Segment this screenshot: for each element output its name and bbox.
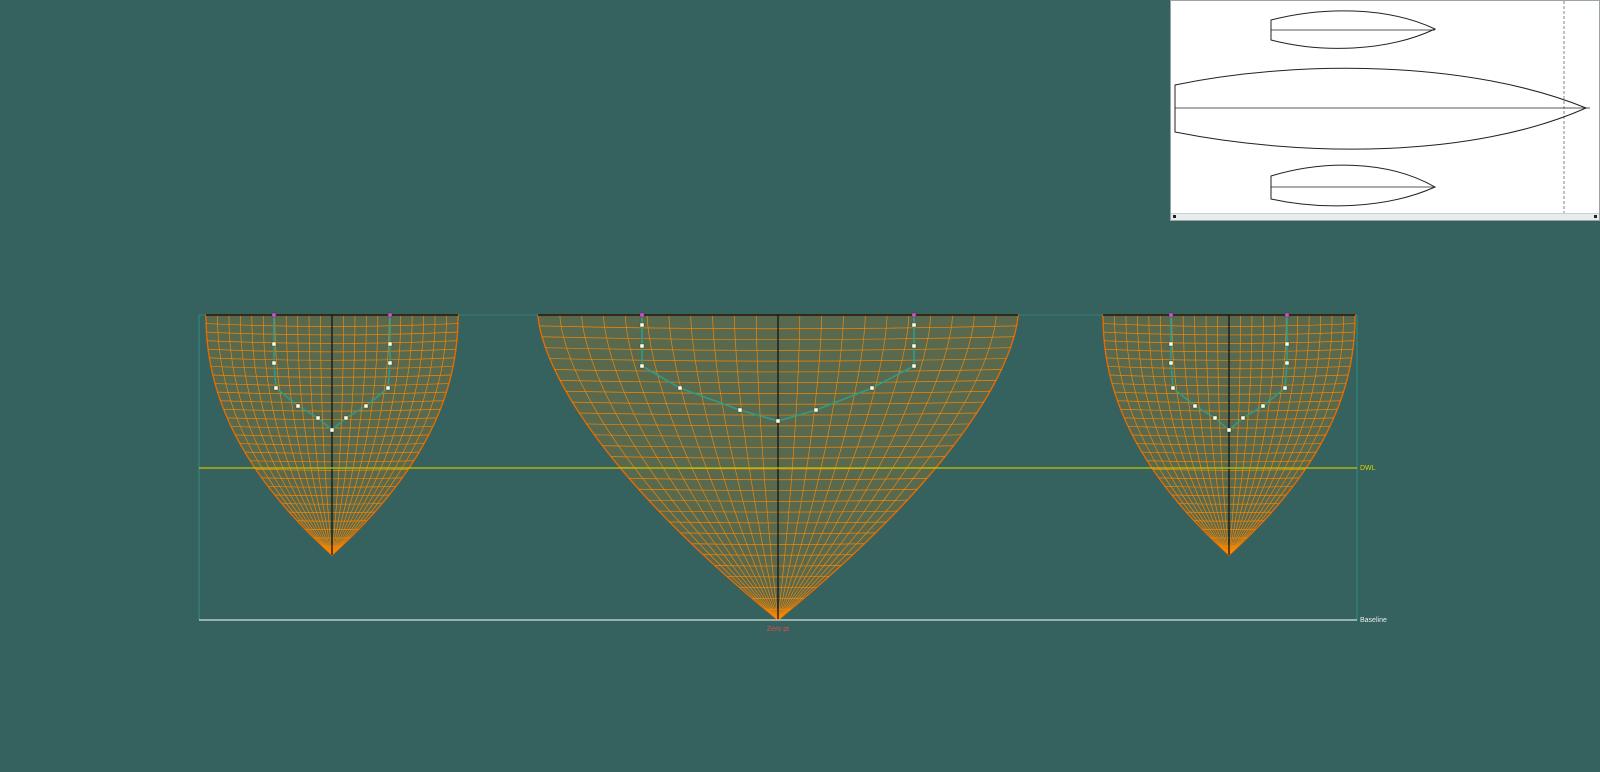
hull-section-center	[537, 312, 1019, 621]
hull-section-right-control-point	[1284, 360, 1290, 366]
hull-section-left-control-point	[387, 312, 393, 318]
hull-section-right-control-point	[1284, 312, 1290, 318]
hull-section-right-buttock	[1125, 314, 1230, 556]
hull-section-left-buttock	[308, 315, 333, 556]
hull-section-right-control-point	[1284, 341, 1290, 347]
hull-section-right-control-point	[1260, 403, 1266, 409]
hull-section-right-buttock	[1228, 314, 1333, 556]
hull-section-left-buttock	[217, 315, 333, 556]
hull-section-left-buttock	[331, 315, 447, 556]
plan-outrigger-top	[1270, 10, 1437, 49]
plan-view-canvas[interactable]	[1171, 1, 1599, 214]
hull-section-right-buttock	[1194, 314, 1230, 556]
hull-section-left-control-point	[363, 403, 369, 409]
hull-section-right-buttock	[1228, 315, 1344, 556]
hull-section-center-control-point	[639, 312, 645, 318]
hull-section-left-buttock	[331, 314, 413, 556]
hull-section-right-buttock	[1228, 315, 1321, 556]
hull-section-left-buttock	[285, 315, 333, 556]
hull-section-center-control-point	[911, 322, 917, 328]
hull-section-center-control-point	[639, 343, 645, 349]
hull-section-center-control-point	[911, 363, 917, 369]
hull-section-left-buttock	[240, 315, 333, 556]
hull-section-left-buttock	[297, 314, 333, 556]
hull-section-left-control-point	[329, 427, 335, 433]
hull-section-right-buttock	[1228, 314, 1264, 556]
hull-section-right-buttock	[1182, 315, 1230, 556]
hull-section-right-control-point	[1168, 360, 1174, 366]
hull-section-right-control-point	[1168, 341, 1174, 347]
hull-section-right-buttock	[1205, 315, 1230, 556]
hull-section-left-buttock	[274, 314, 333, 556]
hull-section-right-control-point	[1170, 385, 1176, 391]
hull-section-left-control-point	[343, 415, 349, 421]
hull-section-center-control-point	[911, 312, 917, 318]
hull-section-left-buttock	[320, 314, 333, 556]
hull-section-left-buttock	[251, 314, 333, 556]
hull-section-left-buttock	[331, 314, 436, 556]
hull-section-right-buttock	[1148, 314, 1230, 556]
plan-view-status-bar	[1171, 213, 1599, 220]
hull-section-right-control-point	[1168, 312, 1174, 318]
hull-section-left-buttock	[331, 315, 356, 556]
hull-section-right	[1102, 312, 1356, 556]
hull-section-left	[205, 312, 459, 556]
hull-section-center-control-point	[639, 363, 645, 369]
hull-section-left-control-point	[387, 341, 393, 347]
hull-section-left-buttock	[331, 315, 424, 556]
hull-section-left-control-point	[315, 415, 321, 421]
plan-main-hull	[1174, 67, 1588, 150]
plan-end-marker	[1594, 215, 1597, 218]
zero-point-label: Zero pt	[767, 626, 789, 633]
dwl-label: DWL	[1360, 465, 1376, 472]
baseline-label: Baseline	[1360, 617, 1387, 624]
plan-view-panel[interactable]	[1170, 0, 1600, 221]
hull-section-right-control-point	[1212, 415, 1218, 421]
hull-section-center-control-point	[737, 407, 743, 413]
hull-section-center-control-point	[813, 407, 819, 413]
hull-section-right-buttock	[1171, 314, 1230, 556]
hull-section-left-buttock	[331, 314, 390, 556]
hull-section-left-buttock	[331, 315, 379, 556]
hull-section-right-buttock	[1228, 314, 1287, 556]
hull-section-right-control-point	[1240, 415, 1246, 421]
hull-section-right-buttock	[1228, 314, 1310, 556]
hull-section-right-buttock	[1228, 314, 1241, 556]
hull-section-left-buttock	[331, 314, 344, 556]
plan-origin-marker	[1173, 215, 1176, 218]
hull-section-right-control-point	[1282, 385, 1288, 391]
hull-section-right-control-point	[1192, 403, 1198, 409]
hull-section-left-control-point	[271, 312, 277, 318]
hull-section-right-buttock	[1228, 315, 1276, 556]
hull-section-center-control-point	[869, 385, 875, 391]
hull-section-right-buttock	[1217, 314, 1230, 556]
hull-section-right-buttock	[1114, 315, 1230, 556]
hull-section-left-control-point	[271, 341, 277, 347]
plan-outrigger-bottom	[1270, 164, 1437, 207]
hull-section-right-buttock	[1228, 315, 1253, 556]
hull-section-left-buttock	[262, 315, 333, 556]
hull-section-left-control-point	[271, 360, 277, 366]
hull-section-left-buttock	[228, 314, 333, 556]
hull-section-right-buttock	[1137, 315, 1230, 556]
hull-section-center-control-point	[639, 322, 645, 328]
hull-section-left-control-point	[387, 360, 393, 366]
hull-sections	[205, 312, 1356, 621]
hull-section-left-control-point	[295, 403, 301, 409]
hull-section-right-buttock	[1228, 315, 1299, 556]
hull-section-left-buttock	[331, 314, 367, 556]
hull-section-left-control-point	[385, 385, 391, 391]
hull-section-center-control-point	[775, 418, 781, 424]
hull-section-right-control-point	[1226, 427, 1232, 433]
hull-section-center-control-point	[911, 343, 917, 349]
hull-section-left-buttock	[331, 315, 402, 556]
hull-section-right-buttock	[1159, 315, 1230, 556]
hull-section-left-control-point	[273, 385, 279, 391]
hull-section-center-control-point	[677, 385, 683, 391]
